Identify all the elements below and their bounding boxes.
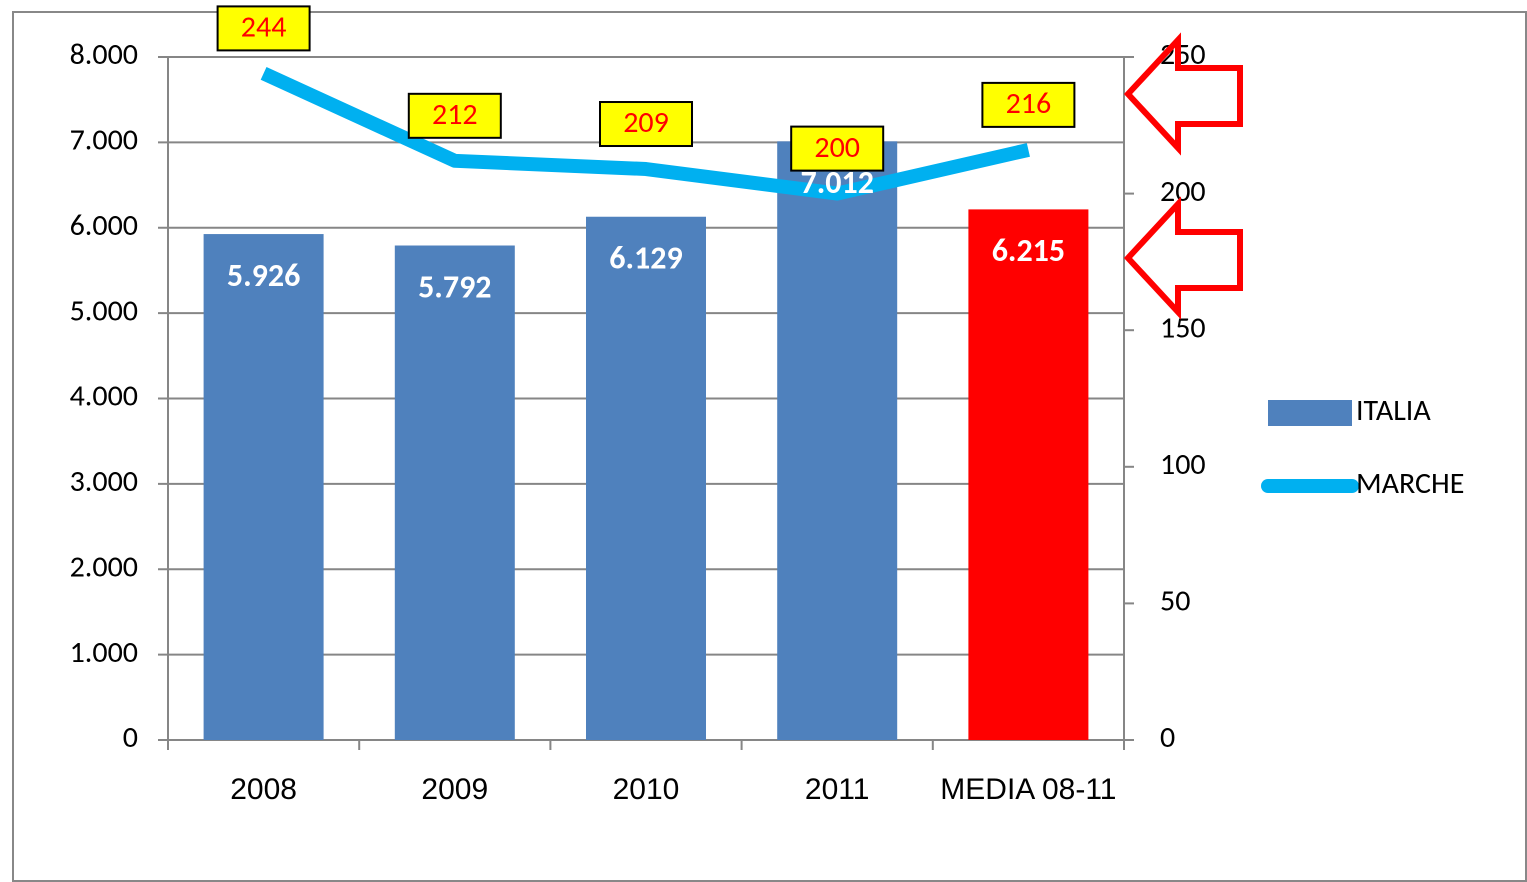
y-tick-label: 2.000 [70, 548, 138, 585]
x-tick-label: 2008 [230, 773, 297, 806]
bar-value-label: 5.792 [418, 267, 491, 306]
bar [777, 141, 898, 741]
arrow [1123, 32, 1243, 156]
y-tick-label: 1.000 [70, 634, 138, 671]
arrow [1123, 196, 1243, 320]
y-tick-label: 7.000 [70, 122, 138, 159]
data-label: 216 [1006, 85, 1052, 122]
x-tick-label: MEDIA 08-11 [940, 773, 1117, 806]
data-label: 209 [623, 104, 669, 141]
bar-value-label: 6.215 [992, 231, 1065, 270]
y2-tick-label: 0 [1160, 719, 1175, 756]
bar [586, 216, 706, 740]
legend-label: MARCHE [1356, 465, 1464, 502]
y-tick-label: 8.000 [70, 36, 138, 73]
bar [968, 209, 1089, 740]
data-label-box [981, 81, 1076, 128]
data-label-box [216, 5, 311, 52]
bar [203, 234, 324, 740]
line [260, 67, 1030, 201]
y-tick-label: 6.000 [70, 207, 138, 244]
y2-tick-label: 200 [1160, 173, 1206, 210]
y2-tick-label: 150 [1160, 309, 1206, 346]
y2-tick-label: 50 [1160, 583, 1190, 620]
chart-border [12, 11, 1527, 882]
bar-value-label: 6.129 [609, 238, 682, 277]
data-label-box [790, 125, 885, 172]
y2-tick-label: 100 [1160, 446, 1206, 483]
legend-swatch [1268, 400, 1352, 426]
data-label: 244 [241, 9, 287, 46]
y-tick-label: 5.000 [70, 292, 138, 329]
y-tick-label: 3.000 [70, 463, 138, 500]
y-tick-label: 0 [123, 719, 138, 756]
legend-label: ITALIA [1356, 392, 1431, 429]
data-label-box [599, 101, 693, 148]
x-tick-label: 2010 [612, 773, 680, 806]
x-tick-label: 2009 [421, 773, 489, 806]
x-tick-label: 2011 [804, 773, 870, 806]
data-label-box [407, 92, 502, 139]
data-label: 212 [432, 96, 478, 133]
data-label: 200 [814, 129, 860, 166]
y-tick-label: 4.000 [70, 378, 138, 415]
bar-value-label: 5.926 [227, 256, 300, 295]
bar [394, 245, 515, 740]
